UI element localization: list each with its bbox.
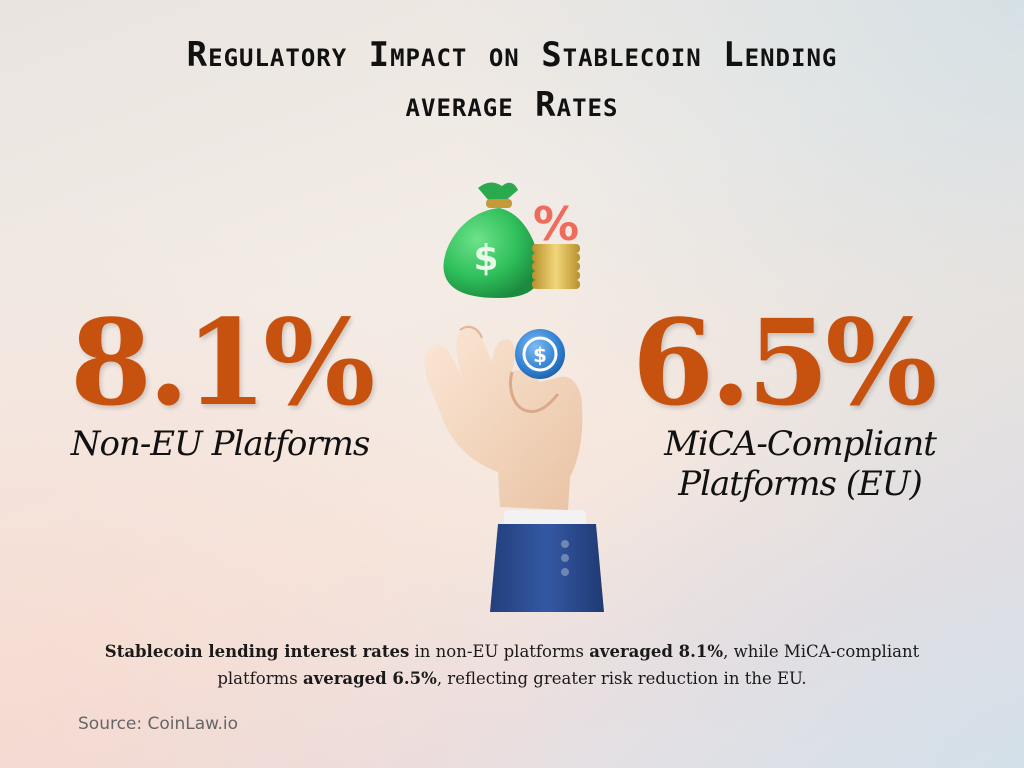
- sleeve-button: [561, 540, 569, 548]
- non-eu-rate-value: 8.1%: [70, 293, 375, 432]
- hand-holding-coin-illustration: $ % $: [424, 182, 604, 612]
- percent-icon: %: [533, 197, 579, 251]
- summary-bold-1: Stablecoin lending interest rates: [104, 642, 410, 661]
- mica-rate-value: 6.5%: [632, 293, 937, 432]
- suit-sleeve: [490, 510, 604, 612]
- mica-label-line-1: MiCA-Compliant: [664, 424, 937, 464]
- summary-text-1: in non-EU platforms: [409, 642, 590, 661]
- coin-stack-icon: [532, 244, 580, 289]
- source-credit: Source: CoinLaw.io: [78, 714, 239, 734]
- summary-bold-2: averaged 8.1%: [589, 642, 724, 661]
- summary-bold-3: averaged 6.5%: [302, 669, 437, 688]
- money-bag-symbol: $: [473, 238, 498, 279]
- summary-text: Stablecoin lending interest rates in non…: [90, 638, 934, 692]
- mica-rate-label: MiCA-Compliant Platforms (EU): [610, 424, 990, 504]
- sleeve-button: [561, 554, 569, 562]
- money-bag-icon: $: [443, 182, 541, 298]
- non-eu-rate-label: Non-EU Platforms: [70, 424, 371, 464]
- usdc-coin-icon: $: [515, 329, 565, 379]
- mica-label-line-2: Platforms (EU): [678, 464, 922, 504]
- title-line-2: average Rates: [405, 85, 619, 125]
- sleeve-button: [561, 568, 569, 576]
- hand-icon: [424, 324, 583, 510]
- page-title: Regulatory Impact on Stablecoin Lending …: [40, 30, 984, 130]
- title-line-1: Regulatory Impact on Stablecoin Lending: [186, 35, 838, 75]
- summary-text-2: , while MiCA-compliant platforms: [217, 642, 920, 688]
- coin-symbol: $: [533, 343, 547, 367]
- summary-text-3: , reflecting greater risk reduction in t…: [436, 669, 807, 688]
